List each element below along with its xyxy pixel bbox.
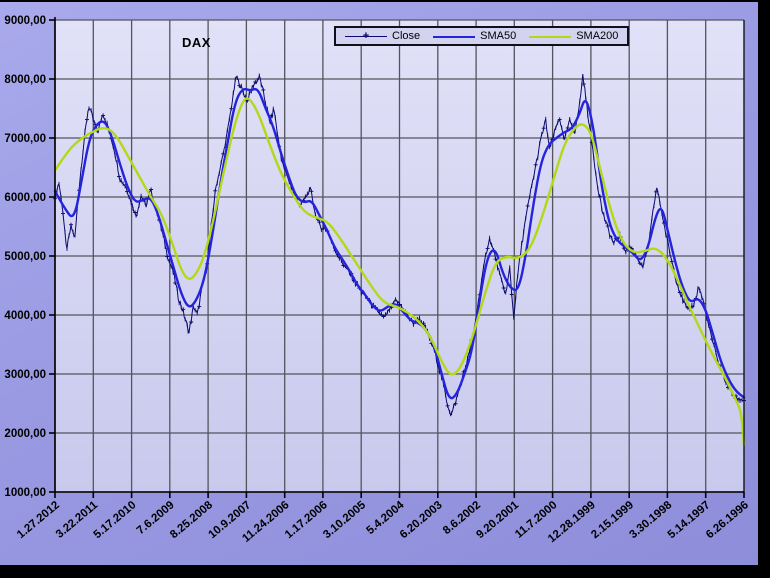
close-line-sample: +: [345, 30, 387, 42]
chart-title: DAX: [182, 35, 211, 50]
y-axis-label: 2000,00: [4, 428, 46, 440]
legend-item-close: + Close: [345, 30, 420, 42]
y-axis-labels: 9000,00 8000,00 7000,00 6000,00 5000,00 4000,…: [4, 15, 46, 499]
axes: [49, 17, 745, 498]
sma200-series-line: [53, 97, 746, 446]
y-axis-label: 7000,00: [4, 133, 46, 145]
x-axis-label: 6.26.1996: [704, 499, 751, 541]
y-axis-label: 5000,00: [4, 251, 46, 263]
x-axis-label: 6.20.2003: [398, 499, 445, 541]
y-axis-label: 6000,00: [4, 192, 46, 204]
chart-legend: + Close SMA50 SMA200: [334, 26, 630, 46]
y-axis-label: 3000,00: [4, 369, 46, 381]
x-axis-label: 5.17.2010: [92, 499, 139, 541]
y-axis-label: 4000,00: [4, 310, 46, 322]
legend-item-sma50: SMA50: [433, 30, 516, 42]
x-axis-label: 1.27.2012: [15, 499, 62, 541]
legend-label-sma200: SMA200: [576, 30, 619, 42]
dax-chart: 9000,00 8000,00 7000,00 6000,00 5000,00 4000,…: [4, 15, 751, 546]
legend-label-close: Close: [392, 30, 421, 42]
sma200-line-sample: [529, 35, 572, 38]
x-axis-label: 3.10.2005: [321, 499, 368, 541]
legend-item-sma200: SMA200: [529, 30, 618, 42]
plus-marker-icon: +: [362, 29, 370, 42]
x-axis-labels: 1.27.20123.22.20115.17.20107.6.20098.25.…: [15, 499, 751, 546]
y-axis-label: 8000,00: [4, 74, 46, 86]
y-axis-label: 1000,00: [4, 487, 46, 499]
sma50-line-sample: [433, 35, 476, 38]
y-axis-label: 9000,00: [4, 15, 46, 27]
legend-label-sma50: SMA50: [480, 30, 517, 42]
chart-panel: 9000,00 8000,00 7000,00 6000,00 5000,00 4000,…: [0, 0, 758, 565]
